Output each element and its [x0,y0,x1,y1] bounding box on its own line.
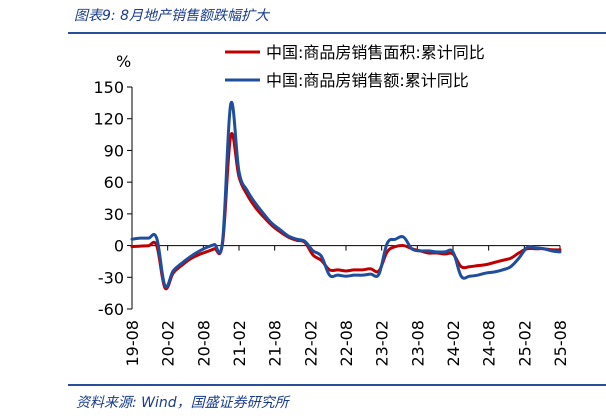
x-tick-label: 20-08 [194,320,213,367]
y-tick-label: 60 [104,173,124,192]
x-tick-label: 22-08 [337,320,356,367]
x-tick-label: 22-02 [301,320,320,367]
y-tick-label: -60 [98,300,124,319]
series-line-2 [130,100,562,289]
chart-title: 图表9: 8月地产销售额跌幅扩大 [74,8,269,24]
bottom-rule [68,384,606,386]
legend-label-2: 中国:商品房销售额:累计同比 [266,71,469,90]
y-tick-label: 120 [93,110,124,129]
y-tick-label: 0 [114,237,124,256]
y-tick-label: 90 [104,141,124,160]
source-note: 资料来源: Wind，国盛证券研究所 [76,395,289,411]
y-unit-label: % [116,52,132,71]
x-tick-label: 19-08 [123,320,142,367]
series-lines [130,100,562,291]
x-tick-label: 21-02 [230,320,249,367]
x-tick-label: 25-08 [551,320,570,367]
x-tick-label: 24-08 [480,320,499,367]
y-tick-label: 30 [104,205,124,224]
x-tick-label: 23-02 [373,320,392,367]
x-tick-label: 24-02 [444,320,463,367]
series-line-1 [130,132,562,291]
x-tick-label: 21-08 [266,320,285,367]
top-rule [68,32,606,34]
x-tick-label: 25-02 [515,320,534,367]
x-tick-label: 23-08 [408,320,427,367]
legend-label-1: 中国:商品房销售面积:累计同比 [266,43,485,62]
x-tick-label: 20-02 [159,320,178,367]
y-tick-label: 150 [93,78,124,97]
y-tick-label: -30 [98,268,124,287]
